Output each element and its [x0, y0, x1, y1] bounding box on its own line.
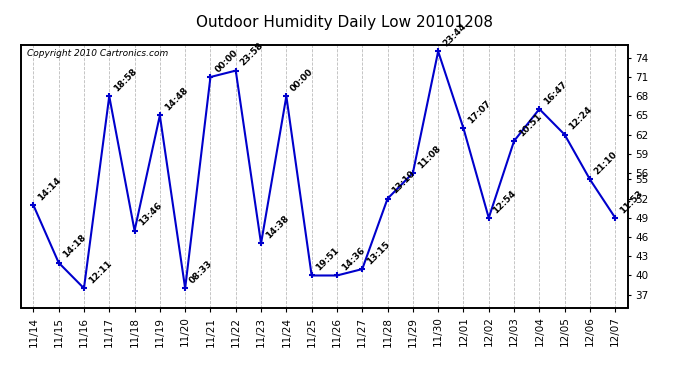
- Text: 21:10: 21:10: [593, 150, 619, 177]
- Text: 00:00: 00:00: [213, 48, 239, 74]
- Text: 14:14: 14:14: [36, 176, 63, 202]
- Text: 00:00: 00:00: [289, 67, 315, 93]
- Text: 13:46: 13:46: [137, 201, 164, 228]
- Text: 17:07: 17:07: [466, 99, 493, 126]
- Text: 14:38: 14:38: [264, 214, 290, 241]
- Text: 13:10: 13:10: [391, 170, 417, 196]
- Text: 23:58: 23:58: [239, 41, 265, 68]
- Text: 16:47: 16:47: [542, 80, 569, 106]
- Text: 11:08: 11:08: [415, 144, 442, 170]
- Text: 18:58: 18:58: [112, 67, 139, 93]
- Text: 11:53: 11:53: [618, 189, 644, 215]
- Text: 23:44: 23:44: [441, 22, 468, 49]
- Text: Outdoor Humidity Daily Low 20101208: Outdoor Humidity Daily Low 20101208: [197, 15, 493, 30]
- Text: 19:51: 19:51: [315, 246, 341, 273]
- Text: 14:36: 14:36: [339, 246, 366, 273]
- Text: 12:24: 12:24: [567, 105, 594, 132]
- Text: 14:18: 14:18: [61, 233, 88, 260]
- Text: 12:11: 12:11: [87, 259, 113, 285]
- Text: 13:15: 13:15: [365, 240, 392, 266]
- Text: 12:54: 12:54: [491, 188, 518, 215]
- Text: 08:33: 08:33: [188, 259, 215, 285]
- Text: Copyright 2010 Cartronics.com: Copyright 2010 Cartronics.com: [27, 49, 168, 58]
- Text: 10:51: 10:51: [517, 112, 543, 138]
- Text: 14:48: 14:48: [163, 86, 190, 112]
